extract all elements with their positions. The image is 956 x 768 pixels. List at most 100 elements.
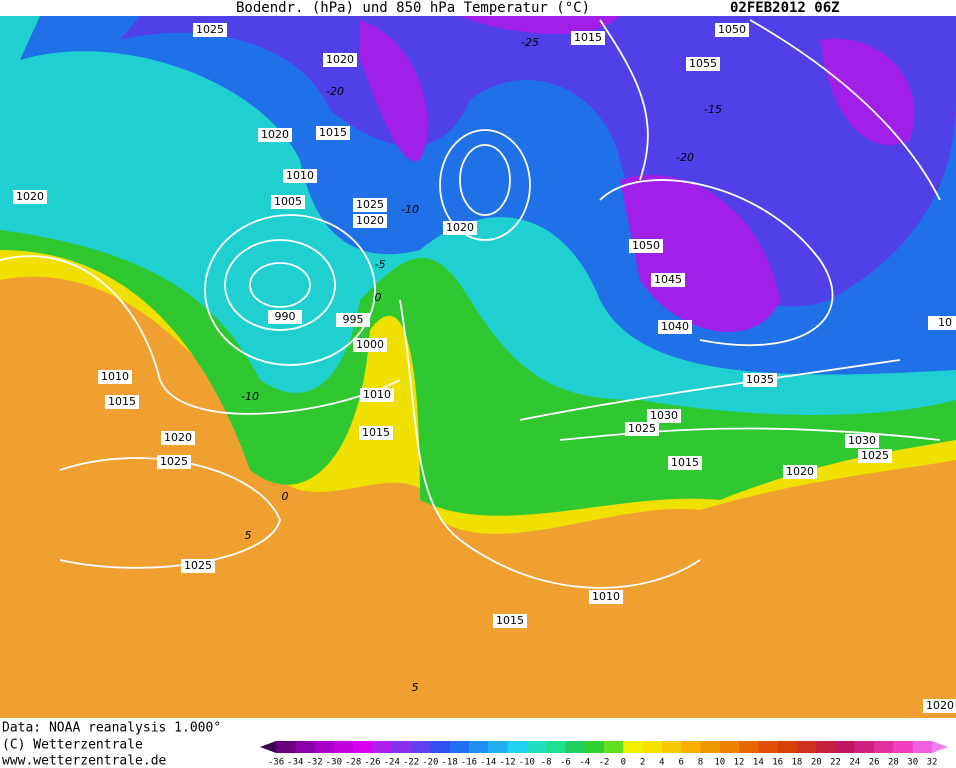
isobar-label: 1015 [362, 426, 390, 439]
colorbar-swatch [372, 741, 393, 753]
temperature-field [0, 16, 956, 718]
isobar-label: 1015 [671, 456, 699, 469]
isobar-label-box [589, 590, 623, 604]
temperature-label: 0 [282, 490, 289, 503]
isobar-label-box [629, 239, 663, 253]
colorbar-label: 24 [849, 758, 860, 768]
colorbar-label: -14 [480, 758, 496, 768]
colorbar-end [260, 741, 276, 753]
isobar-label-box [651, 273, 685, 287]
temperature-label: 0 [375, 291, 382, 304]
isobar-label-box [268, 310, 302, 324]
footer-line: Data: NOAA reanalysis 1.000° [2, 721, 221, 736]
colorbar-label: 0 [621, 758, 626, 768]
isobar-label-box [316, 126, 350, 140]
colorbar-swatch [681, 741, 701, 753]
colorbar-label: -34 [287, 758, 303, 768]
isobar-label-box [845, 434, 879, 448]
isobar-label: 1045 [654, 273, 682, 286]
isobar-label-box [161, 431, 195, 445]
colorbar-label: 20 [811, 758, 822, 768]
isobar-label: 1020 [446, 221, 474, 234]
map-date: 02FEB2012 06Z [730, 0, 840, 16]
colorbar-swatch [816, 741, 837, 753]
isobar-label: 1025 [160, 455, 188, 468]
isobar-label: 1010 [286, 169, 314, 182]
isobar-label: 1010 [363, 388, 391, 401]
colorbar-swatch [623, 741, 644, 753]
isobars [0, 19, 941, 589]
colorbar-swatch [546, 741, 566, 753]
colorbar-swatch [584, 741, 605, 753]
isobar-label-box [668, 456, 702, 470]
colorbar-swatch [353, 741, 373, 753]
isobar-label: 1020 [164, 431, 192, 444]
isobar-label: 1020 [356, 214, 384, 227]
isobar-label: 1015 [319, 126, 347, 139]
footer-line: www.wetterzentrale.de [2, 754, 167, 768]
isobar-label-box [783, 465, 817, 479]
isobar-label-box [625, 422, 659, 436]
temperature-label: 5 [412, 681, 419, 694]
isobar-label-box [715, 23, 749, 37]
colorbar-swatch [430, 741, 451, 753]
isobar-label-box [571, 31, 605, 45]
colorbar-label: 22 [830, 758, 841, 768]
isobar-label-box [359, 426, 393, 440]
isobar-label-box [743, 373, 777, 387]
colorbar-label: -32 [306, 758, 322, 768]
colorbar-swatch [565, 741, 586, 753]
colorbar-label: 2 [640, 758, 645, 768]
colorbar-swatch [796, 741, 817, 753]
colorbar-label: -16 [461, 758, 477, 768]
colorbar-swatch [526, 741, 547, 753]
isobar-label-box [105, 395, 139, 409]
isobar-label-box [493, 614, 527, 628]
colorbar-label: -10 [519, 758, 535, 768]
colorbar-label: -6 [560, 758, 571, 768]
colorbar-swatch [719, 741, 740, 753]
temperature-label: -10 [401, 203, 419, 216]
isobar-label: 1040 [661, 320, 689, 333]
isobar-label: 1035 [746, 373, 774, 386]
isobar-label: 10 [938, 316, 952, 329]
isobar-label-box [271, 195, 305, 209]
colorbar-swatch [854, 741, 875, 753]
isobar-label-box [98, 370, 132, 384]
colorbar-label: 18 [792, 758, 803, 768]
isobar-label: 1025 [196, 23, 224, 36]
isobar-label-box [658, 320, 692, 334]
isobar-label: 1020 [326, 53, 354, 66]
isobar-label: 1010 [101, 370, 129, 383]
isobar-label-box [157, 455, 191, 469]
temperature-label: -5 [375, 258, 386, 271]
colorbar-swatch [758, 741, 779, 753]
colorbar-label: -20 [422, 758, 438, 768]
isobar-label-box [686, 57, 720, 71]
colorbar-label: -22 [403, 758, 419, 768]
colorbar-end [932, 741, 948, 753]
colorbar-label: 14 [753, 758, 764, 768]
isobar-label: 1020 [16, 190, 44, 203]
isobar-label: 1055 [689, 57, 717, 70]
colorbar-label: -2 [599, 758, 610, 768]
colorbar-swatch [276, 741, 296, 753]
colorbar-swatch [874, 741, 894, 753]
colorbar-label: 6 [678, 758, 683, 768]
colorbar-swatch [893, 741, 914, 753]
colorbar-swatch [661, 741, 682, 753]
isobar-label: 1000 [356, 338, 384, 351]
isobar-label-box [323, 53, 357, 67]
isobar-label: 1030 [650, 409, 678, 422]
isobar-label-box [13, 190, 47, 204]
colorbar-swatch [333, 741, 354, 753]
isobar-label: 1025 [184, 559, 212, 572]
colorbar-label: 12 [734, 758, 745, 768]
isobar-label: 1015 [108, 395, 136, 408]
colorbar-label: 30 [907, 758, 918, 768]
isobar-label: 1025 [356, 198, 384, 211]
isobar-label: 1025 [628, 422, 656, 435]
